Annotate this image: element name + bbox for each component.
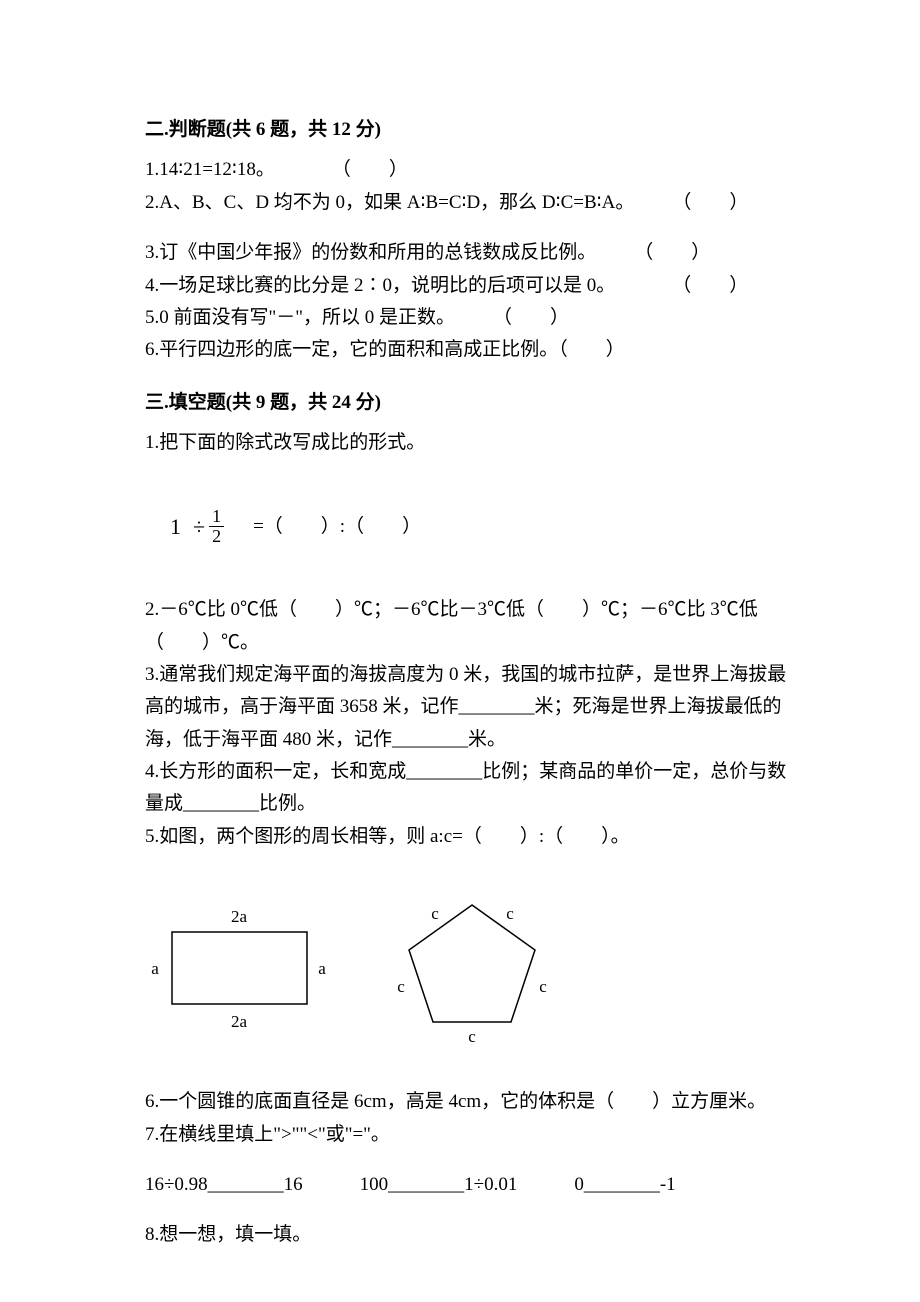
s2-q5: 5.0 前面没有写"－"，所以 0 是正数。 （ ） — [145, 303, 790, 333]
pent-label-b: c — [468, 1027, 476, 1046]
fraction-numerator: 1 — [209, 507, 224, 527]
s3-q5: 5.如图，两个图形的周长相等，则 a:c=（ ）:（ ）。 — [145, 822, 790, 852]
s2-q3: 3.订《中国少年报》的份数和所用的总钱数成反比例。 （ ） — [145, 238, 790, 268]
s3-q4b: 量成________比例。 — [145, 789, 790, 819]
rect-label-right: a — [318, 959, 326, 978]
s3-q3a: 3.通常我们规定海平面的海拔高度为 0 米，我国的城市拉萨，是世界上海拔最 — [145, 660, 790, 690]
formula-fraction: 1 2 — [209, 507, 224, 548]
s3-q7a: 7.在横线里填上">""<"或"="。 — [145, 1120, 790, 1150]
s3-q2a: 2.－6℃比 0℃低（ ）℃；－6℃比－3℃低（ ）℃；－6℃比 3℃低 — [145, 595, 790, 625]
formula-divide: ÷ — [193, 509, 205, 544]
s3-q3b: 高的城市，高于海平面 3658 米，记作________米；死海是世界上海拔最低… — [145, 692, 790, 722]
pent-label-tl: c — [431, 904, 439, 923]
formula-one: 1 — [170, 509, 181, 544]
pent-label-r: c — [539, 977, 547, 996]
section-2-title: 二.判断题(共 6 题，共 12 分) — [145, 115, 790, 145]
rect-label-top: 2a — [231, 907, 248, 926]
fraction-denominator: 2 — [209, 527, 224, 547]
s3-q3c: 海，低于海平面 480 米，记作________米。 — [145, 725, 790, 755]
formula-rest: =（ ）:（ ） — [234, 512, 421, 542]
pent-label-tr: c — [506, 904, 514, 923]
s3-q2b: （ ）℃。 — [145, 628, 790, 658]
s2-q2: 2.A、B、C、D 均不为 0，如果 A∶B=C∶D，那么 D∶C=B∶A。 （… — [145, 188, 790, 218]
rect-label-bottom: 2a — [231, 1012, 248, 1031]
s2-q6: 6.平行四边形的底一定，它的面积和高成正比例。（ ） — [145, 335, 790, 365]
pentagon-figure: c c c c c — [380, 887, 565, 1052]
s3-q6: 6.一个圆锥的底面直径是 6cm，高是 4cm，它的体积是（ ）立方厘米。 — [145, 1087, 790, 1117]
s3-q1: 1.把下面的除式改写成比的形式。 — [145, 428, 790, 458]
pent-label-l: c — [397, 977, 405, 996]
s3-q1-formula: 1 ÷ 1 2 =（ ）:（ ） — [170, 507, 790, 548]
s3-q4a: 4.长方形的面积一定，长和宽成________比例；某商品的单价一定，总价与数 — [145, 757, 790, 787]
s2-q4: 4.一场足球比赛的比分是 2∶0，说明比的后项可以是 0。 （ ） — [145, 271, 790, 301]
s3-q8: 8.想一想，填一填。 — [145, 1220, 790, 1250]
rect-label-left: a — [151, 959, 159, 978]
section-3-title: 三.填空题(共 9 题，共 24 分) — [145, 388, 790, 418]
figures-row: 2a 2a a a c c c c c — [140, 887, 790, 1052]
rectangle-figure: 2a 2a a a — [140, 897, 335, 1042]
s3-q7b: 16÷0.98________16 100________1÷0.01 0___… — [145, 1170, 790, 1200]
s2-q1: 1.14∶21=12∶18。 （ ） — [145, 155, 790, 185]
